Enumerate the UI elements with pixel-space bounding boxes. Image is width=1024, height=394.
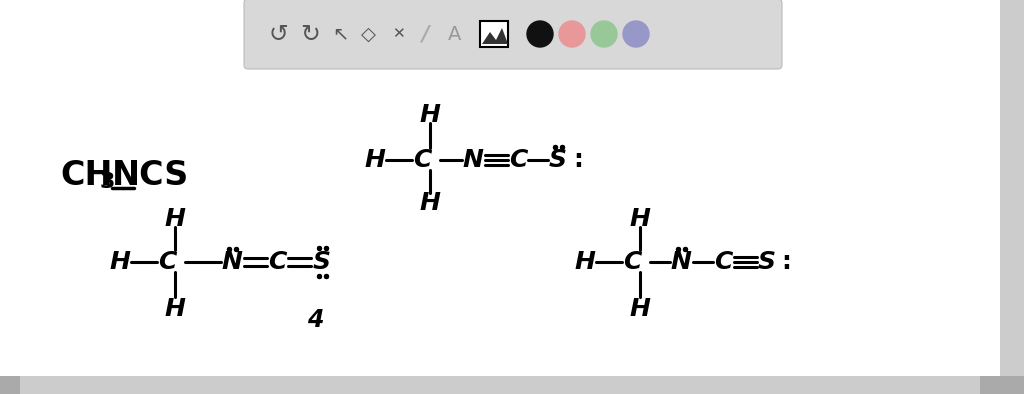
- Text: NCS: NCS: [112, 158, 189, 191]
- Text: C: C: [509, 148, 527, 172]
- Text: A: A: [449, 24, 462, 43]
- Text: H: H: [574, 250, 595, 274]
- Bar: [480, 21, 508, 47]
- Text: :: :: [781, 250, 791, 274]
- Text: ↺: ↺: [268, 22, 288, 46]
- Text: /: /: [421, 24, 429, 44]
- Text: C: C: [268, 250, 286, 274]
- Polygon shape: [482, 28, 508, 44]
- Text: H: H: [365, 148, 385, 172]
- Circle shape: [623, 21, 649, 47]
- Bar: [0, 70, 1000, 394]
- Bar: [0, 0, 1000, 70]
- Text: 4: 4: [307, 308, 324, 332]
- Text: H: H: [165, 207, 185, 231]
- Circle shape: [559, 21, 585, 47]
- Bar: [0, 376, 20, 394]
- Text: S: S: [549, 148, 567, 172]
- Text: ✕: ✕: [391, 26, 404, 41]
- Text: N: N: [463, 148, 483, 172]
- Text: N: N: [221, 250, 243, 274]
- Text: H: H: [420, 103, 440, 127]
- Circle shape: [591, 21, 617, 47]
- Text: ↻: ↻: [300, 22, 319, 46]
- Text: H: H: [630, 207, 650, 231]
- Text: H: H: [110, 250, 130, 274]
- Text: ◇: ◇: [360, 24, 376, 43]
- Text: H: H: [420, 191, 440, 215]
- Text: H: H: [630, 297, 650, 321]
- Text: N: N: [671, 250, 691, 274]
- FancyBboxPatch shape: [244, 0, 782, 69]
- Text: :: :: [573, 148, 583, 172]
- Circle shape: [527, 21, 553, 47]
- Text: CH: CH: [60, 158, 113, 191]
- Bar: [0, 376, 1000, 394]
- Text: C: C: [714, 250, 732, 274]
- Text: H: H: [165, 297, 185, 321]
- Bar: [1000, 0, 1024, 376]
- Text: C: C: [623, 250, 641, 274]
- Text: C: C: [413, 148, 431, 172]
- Bar: [1000, 376, 1024, 394]
- Bar: [980, 376, 1000, 394]
- Text: C: C: [158, 250, 176, 274]
- Text: S: S: [758, 250, 776, 274]
- Text: ↖: ↖: [332, 24, 348, 43]
- Text: S: S: [313, 250, 331, 274]
- Text: 3: 3: [100, 172, 116, 192]
